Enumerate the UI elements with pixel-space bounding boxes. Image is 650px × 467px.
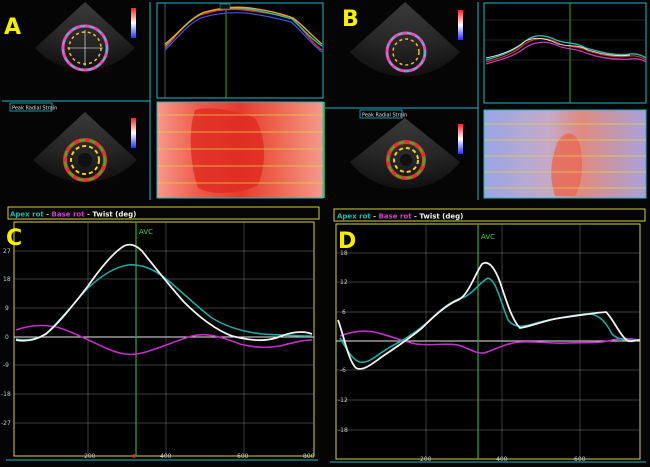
x-tick-label: 200 [420, 456, 432, 463]
panel-c-y-ticks: 27 18 9 0 -9 -18 -27 [1, 248, 11, 427]
panel-a: Peak Radial Strain A [2, 2, 325, 200]
x-tick-label: 600 [574, 456, 586, 463]
y-tick-label: 9 [5, 305, 9, 312]
panel-a-ultrasound-bottom [33, 112, 137, 183]
panel-d-apex-rot-curve [339, 277, 639, 363]
panel-c: Apex rot - Base rot - Twist (deg) AVC 27… [1, 206, 320, 461]
panel-c-legend-sep1: - [44, 211, 52, 219]
y-tick-label: -18 [1, 391, 11, 398]
panel-c-legend-twist: Twist (deg) [92, 211, 136, 219]
x-tick-label: 400 [160, 453, 172, 460]
panel-b-strip-label: Peak Radial Strain [362, 113, 407, 119]
panel-d-legend-apex: Apex rot [337, 213, 371, 221]
panel-c-legend-sep2: - [85, 211, 93, 219]
x-tick-label: 600 [237, 453, 249, 460]
y-tick-label: -12 [338, 397, 348, 404]
panel-d-legend-sep2: - [412, 213, 420, 221]
x-tick-label: 200 [84, 453, 96, 460]
panel-a-heatmap [156, 101, 325, 199]
panel-c-legend-base: Base rot [52, 211, 86, 219]
x-tick-label: 800 [303, 453, 315, 460]
panel-a-letter: A [4, 15, 21, 40]
panel-d-x-ticks: 200 400 600 [420, 456, 586, 463]
x-tick-label: 400 [496, 456, 508, 463]
panel-c-base-rot-curve [15, 324, 313, 356]
panel-a-ultrasound-top [35, 2, 136, 72]
panel-d-legend-sep1: - [371, 213, 379, 221]
panel-b-heatmap [483, 109, 647, 199]
panel-c-legend-apex: Apex rot [10, 211, 44, 219]
y-tick-label: -6 [340, 367, 346, 374]
panel-d-legend-base: Base rot [379, 213, 413, 221]
panel-c-grid [14, 222, 314, 456]
y-tick-label: 27 [3, 248, 11, 255]
panel-d-legend: Apex rot - Base rot - Twist (deg) [337, 213, 463, 221]
y-tick-label: 6 [342, 309, 346, 316]
panel-c-letter: C [6, 226, 22, 251]
panel-c-x-ticks: 200 400 600 800 [84, 453, 315, 460]
y-tick-label: -27 [1, 420, 11, 427]
y-tick-label: 0 [5, 334, 9, 341]
panel-d-twist-curve [337, 261, 641, 370]
panel-d-legend-twist: Twist (deg) [419, 213, 463, 221]
panel-b: Peak Radial Strain B [325, 2, 647, 200]
panel-d-grid [336, 224, 640, 459]
panel-b-ultrasound-bottom [350, 118, 463, 189]
panel-a-strip-label: Peak Radial Strain [12, 106, 57, 112]
panel-d-letter: D [338, 229, 356, 254]
panel-c-legend: Apex rot - Base rot - Twist (deg) [10, 211, 136, 219]
panel-c-avc-label: AVC [139, 228, 153, 236]
panel-b-ultrasound-top [350, 2, 463, 77]
panel-c-twist-curve [15, 243, 313, 342]
panel-d-avc-label: AVC [481, 233, 495, 241]
panel-b-letter: B [342, 7, 359, 32]
y-tick-label: 12 [340, 279, 348, 286]
panel-d-base-rot-curve [339, 330, 639, 354]
y-tick-label: -9 [3, 362, 9, 369]
y-tick-label: 18 [3, 276, 11, 283]
panel-d: Apex rot - Base rot - Twist (deg) AVC 18… [330, 208, 646, 463]
panel-a-strain-plot [156, 2, 324, 99]
y-tick-label: 18 [340, 250, 348, 257]
y-tick-label: -18 [338, 427, 348, 434]
panel-b-strain-plot [483, 2, 647, 104]
